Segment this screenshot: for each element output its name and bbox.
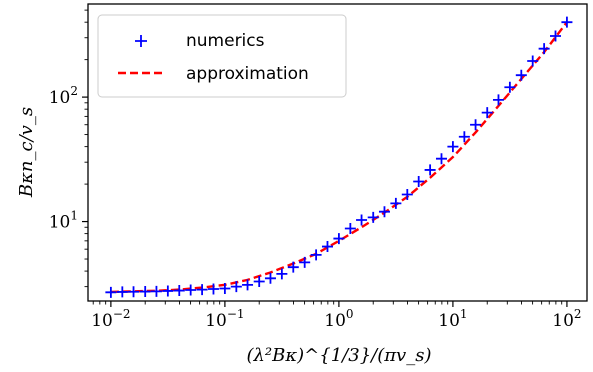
y-tick-label: 101: [49, 209, 78, 233]
numerics-point: [515, 69, 527, 81]
numerics-point: [173, 285, 185, 297]
legend-plus-glyph: [135, 35, 147, 47]
numerics-point: [413, 175, 425, 187]
numerics-point: [504, 81, 516, 93]
y-tick-label: 102: [49, 84, 78, 108]
numerics-point: [356, 214, 368, 226]
numerics-point: [538, 43, 550, 55]
x-axis-label: (λ²Bκ)^{1/3}/(πv_s): [246, 345, 431, 366]
numerics-point: [230, 281, 242, 293]
numerics-point: [378, 206, 390, 218]
legend: numerics approximation: [97, 14, 347, 98]
numerics-point: [550, 30, 562, 42]
legend-approximation-label: approximation: [186, 64, 309, 84]
numerics-point: [527, 55, 539, 67]
numerics-point: [561, 16, 573, 28]
x-tick-label: 101: [438, 307, 467, 331]
approximation-curve: [110, 21, 568, 294]
series-layer: [105, 16, 573, 298]
numerics-points: [105, 16, 573, 298]
numerics-point: [310, 249, 322, 261]
numerics-point: [458, 131, 470, 143]
numerics-point: [424, 164, 436, 176]
legend-numerics-label: numerics: [186, 31, 265, 51]
numerics-point: [367, 211, 379, 223]
numerics-point: [128, 286, 140, 298]
numerics-point: [287, 261, 299, 273]
numerics-point: [207, 283, 219, 295]
numerics-point: [276, 268, 288, 280]
x-tick-label: 10−1: [205, 307, 244, 331]
legend-box: [97, 14, 347, 98]
numerics-point: [185, 284, 197, 296]
numerics-point: [299, 256, 311, 268]
x-tick-label: 102: [552, 307, 581, 331]
numerics-point: [219, 282, 231, 294]
numerics-point: [321, 241, 333, 253]
numerics-point: [333, 233, 345, 245]
numerics-point: [150, 285, 162, 297]
numerics-point: [105, 286, 117, 298]
plot-frame: [87, 3, 588, 302]
numerics-point: [447, 141, 459, 153]
numerics-point: [401, 188, 413, 200]
numerics-point: [116, 286, 128, 298]
legend-numerics-marker: [135, 35, 147, 47]
x-tick-label: 100: [324, 307, 353, 331]
numerics-point: [162, 285, 174, 297]
x-tick-label: 10−2: [91, 307, 130, 331]
numerics-point: [264, 272, 276, 284]
numerics-point: [344, 222, 356, 234]
numerics-point: [242, 279, 254, 291]
numerics-point: [253, 275, 265, 287]
numerics-point: [196, 284, 208, 296]
numerics-point: [139, 286, 151, 298]
numerics-point: [481, 107, 493, 119]
ticks-layer: 10−2 10−1 100 101 102 101 102: [49, 9, 582, 331]
numerics-point: [435, 153, 447, 165]
numerics-point: [390, 197, 402, 209]
numerics-point: [470, 119, 482, 131]
numerics-point: [492, 94, 504, 106]
y-axis-label: Bκn_c/v_s: [16, 107, 37, 198]
